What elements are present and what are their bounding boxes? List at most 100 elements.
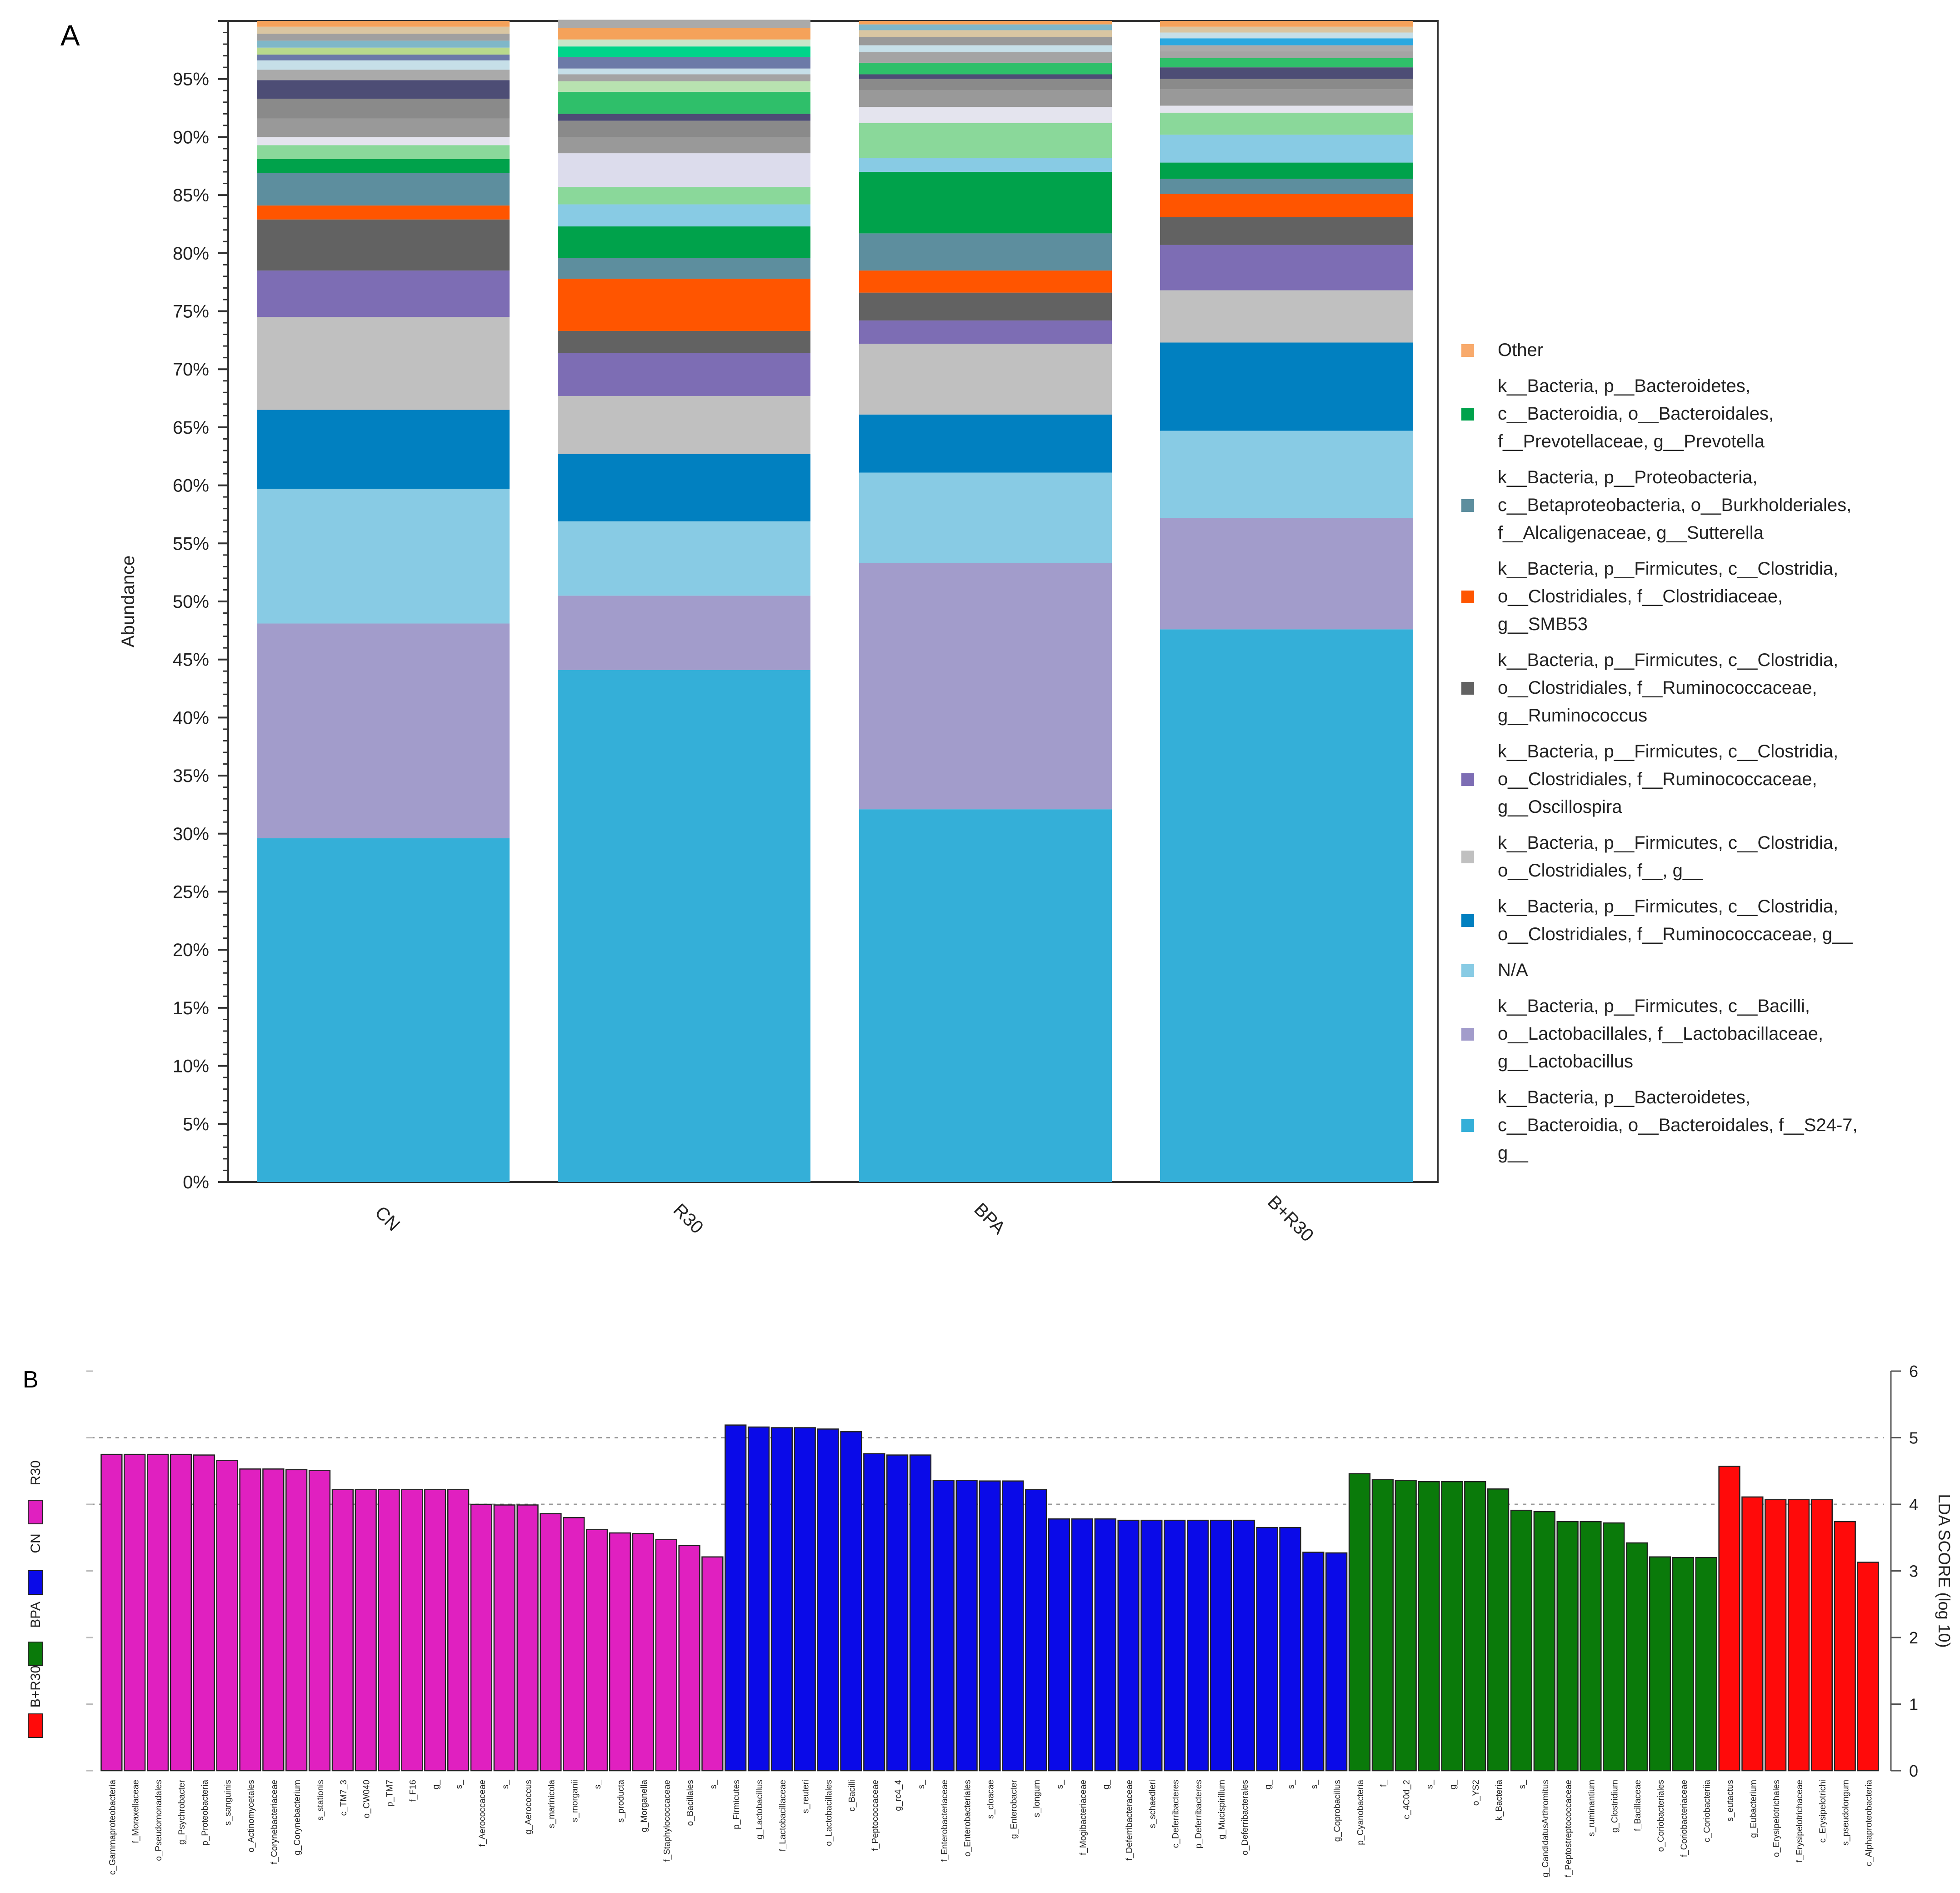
bar-segment: [859, 172, 1112, 234]
x-tick-label: o_Pseudomonadales: [154, 1780, 164, 1861]
bar-segment: [859, 563, 1112, 810]
bar-segment: [257, 205, 510, 220]
bar-segment-other: [859, 30, 1112, 37]
y-tick-label: 5: [1909, 1429, 1918, 1447]
lda-bar: [1117, 1519, 1140, 1772]
group-legend-label: B+R30: [28, 1666, 43, 1708]
x-tick-label: c_Coriobacteriia: [1703, 1780, 1712, 1843]
bar-segment-other: [257, 80, 510, 99]
bar-segment-other: [558, 120, 810, 137]
bar-segment: [859, 472, 1112, 563]
lda-bar: [886, 1454, 909, 1772]
bar-segment-other: [1160, 32, 1413, 39]
lda-score-chart: 0 1 2 3 4 5 6 LDA SCORE (log 10) c_Gammaproteoba…: [28, 1362, 1954, 1877]
legend-swatch: [1461, 681, 1474, 695]
bar-segment-other: [257, 60, 510, 70]
x-tick-label: s_: [709, 1780, 718, 1789]
x-tick-label: s_schaedleri: [1148, 1780, 1157, 1828]
bar-segment: [257, 489, 510, 624]
y-tick-label: 6: [1909, 1362, 1918, 1381]
legend-swatch: [1461, 499, 1474, 512]
bar-segment: [558, 521, 810, 596]
lda-bar: [239, 1468, 261, 1772]
bar-segment: [558, 226, 810, 258]
lda-bar: [1233, 1519, 1255, 1772]
bar-segment-other: [257, 137, 510, 145]
x-tick-label: g_: [1448, 1780, 1458, 1790]
y-tick-label: 3: [1909, 1562, 1918, 1581]
bar-segment-other: [859, 37, 1112, 45]
lda-bar: [424, 1489, 446, 1772]
bar-segment: [558, 454, 810, 521]
bar-segment: [558, 670, 810, 1182]
legend-swatch: [1461, 914, 1474, 927]
bar-segment: [257, 317, 510, 410]
bar-segment-other: [859, 123, 1112, 158]
x-tick-label: s_pseudolongum: [1841, 1780, 1851, 1846]
lda-bar: [1649, 1556, 1671, 1772]
bar-segment: [257, 623, 510, 839]
x-tick-label: g_rc4_4: [894, 1780, 903, 1811]
y-tick-label: 20%: [173, 940, 209, 960]
bar-segment-other: [558, 91, 810, 114]
lda-bar: [1256, 1527, 1278, 1772]
bar-segment: [1160, 518, 1413, 630]
bar-segment-other: [558, 137, 810, 154]
group-legend-swatch: [28, 1642, 43, 1666]
x-tick-label: f_Bacillaceae: [1633, 1780, 1643, 1831]
lda-bar: [1164, 1519, 1186, 1772]
group-legend-label: BPA: [28, 1602, 43, 1628]
x-tick-label: p_TM7: [385, 1780, 395, 1807]
y-tick-label: 2: [1909, 1628, 1918, 1647]
bar-segment: [1160, 290, 1413, 343]
bar-segment: [1160, 629, 1413, 1182]
bar-segment: [257, 410, 510, 489]
bar-segment-other: [1160, 135, 1413, 163]
bar-segment: [859, 809, 1112, 1182]
legend-swatch: [1461, 1027, 1474, 1041]
lda-bar: [170, 1453, 192, 1772]
bar-segment-other: [1160, 45, 1413, 51]
legend-label: N/A: [1498, 960, 1528, 980]
legend-item: k__Bacteria, p__Firmicutes, c__Clostridi…: [1452, 829, 1952, 885]
lda-bar: [378, 1489, 400, 1772]
x-tick-label: c_Gammaproteobacteria: [108, 1780, 117, 1875]
bar-segment-other: [257, 26, 510, 34]
legend-label: k__Bacteria, p__Bacteroidetes, c__Bacter…: [1498, 1087, 1858, 1163]
lda-bar: [701, 1556, 724, 1772]
y-tick-label: 30%: [173, 824, 209, 844]
bar-segment-other: [558, 204, 810, 227]
y-tick-label: 15%: [173, 998, 209, 1018]
bar-segment-other: [859, 79, 1112, 91]
lda-bar: [1210, 1519, 1232, 1772]
bar-segment-other: [859, 90, 1112, 107]
y-tick-label: 35%: [173, 766, 209, 786]
panel-label-b: B: [23, 1367, 39, 1393]
bar-segment-other: [558, 46, 810, 57]
lda-bar: [1094, 1518, 1116, 1772]
bar-segment: [1160, 431, 1413, 518]
x-tick-label: f_: [1379, 1780, 1389, 1787]
x-tick-label: s_: [1055, 1780, 1065, 1789]
legend-label: k__Bacteria, p__Firmicutes, c__Clostridi…: [1498, 896, 1853, 944]
bar-segment-other: [257, 55, 510, 60]
bar-segment-other: [257, 40, 510, 48]
legend-swatch: [1461, 851, 1474, 863]
bar-segment-other: [257, 70, 510, 80]
group-legend-swatch: [28, 1500, 43, 1524]
lda-bar: [817, 1428, 839, 1772]
bar-segment: [859, 320, 1112, 344]
bar-segment-other: [1160, 67, 1413, 79]
bar-segment-other: [558, 153, 810, 187]
lda-bar: [1140, 1519, 1163, 1772]
bar-segment: [859, 344, 1112, 415]
x-tick-label: p_Deferribacteres: [1194, 1780, 1204, 1848]
x-tick-label: c_Alphaproteobacteria: [1865, 1780, 1874, 1867]
lda-bar: [216, 1460, 238, 1772]
x-tick-label: s_ruminantium: [1587, 1780, 1596, 1837]
lda-bar: [1441, 1481, 1463, 1772]
legend-label: k__Bacteria, p__Proteobacteria, c__Betap…: [1498, 467, 1852, 543]
lda-bar: [955, 1480, 978, 1772]
lda-bar: [563, 1517, 585, 1772]
bar-segment-other: [859, 52, 1112, 63]
